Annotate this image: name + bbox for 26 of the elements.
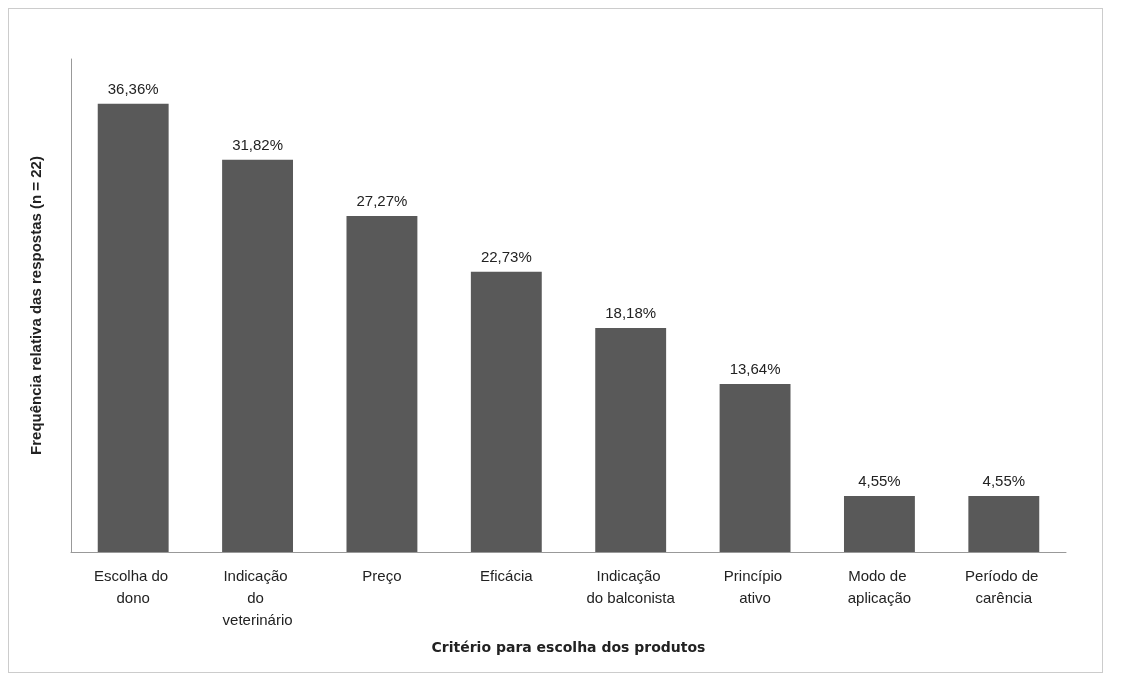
bar [346,215,418,552]
y-axis-title: Frequência relativa das respostas (n = 22) [27,156,44,455]
data-label: 4,55% [858,471,901,489]
data-label: 18,18% [605,303,657,321]
data-label: 31,82% [232,135,283,153]
data-label: 4,55% [982,471,1026,489]
x-tick-label: Indicação do balconista [586,566,676,606]
data-label: 13,64% [729,359,781,377]
data-label: 36,36% [107,79,159,97]
bar [843,495,915,552]
x-tick-label: Princípio ativo [723,566,787,606]
data-label: 27,27% [356,191,408,209]
x-tick-label: Eficácia [480,566,534,584]
bar [719,383,791,552]
x-tick-label: Preço [362,566,402,584]
bar [97,103,169,552]
x-axis-title: Critério para escolha dos produtos [431,639,706,655]
x-tick-label: Período de carência [965,566,1043,606]
bar [968,495,1040,552]
bar [595,327,667,552]
data-label: 22,73% [480,247,532,265]
bar [222,159,294,552]
bar [470,271,542,552]
x-tick-label: Indicação do veterinário [222,566,293,628]
x-tick-label: Escolha do dono [93,566,173,606]
x-tick-label: Modo de aplicação [847,566,912,606]
